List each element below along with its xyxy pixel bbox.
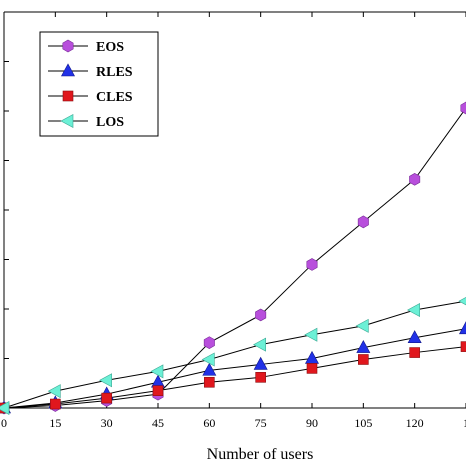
series-line-cles bbox=[3, 346, 466, 409]
x-tick-label: 45 bbox=[152, 416, 164, 430]
data-point-cles bbox=[50, 398, 61, 410]
data-point-los bbox=[355, 318, 369, 333]
x-tick-label: 75 bbox=[255, 416, 267, 430]
data-point-los bbox=[458, 296, 466, 306]
x-tick-label: 90 bbox=[306, 416, 318, 430]
x-tick-label: 30 bbox=[101, 416, 113, 430]
x-tick-label: 1 bbox=[463, 416, 466, 430]
data-point-los bbox=[47, 384, 61, 399]
legend-marker-los bbox=[60, 113, 74, 129]
data-point-rles bbox=[253, 356, 268, 370]
series-markers bbox=[0, 101, 466, 416]
series-line-eos bbox=[3, 107, 466, 409]
data-point-rles bbox=[407, 330, 422, 344]
data-point-cles bbox=[101, 392, 112, 404]
x-tick-label: 105 bbox=[354, 416, 372, 430]
x-tick-label: 60 bbox=[203, 416, 215, 430]
legend-label-rles: RLES bbox=[96, 65, 133, 80]
data-point-eos bbox=[203, 336, 215, 350]
data-point-los bbox=[150, 364, 164, 379]
data-point-cles bbox=[152, 385, 164, 396]
data-point-eos bbox=[409, 172, 421, 186]
x-axis-label: Number of users bbox=[207, 446, 314, 463]
data-point-cles bbox=[255, 372, 266, 383]
data-point-eos bbox=[460, 101, 466, 115]
axes: 0 15 30 45 60 75 90 105 120 1 bbox=[1, 11, 466, 430]
x-tick-label: 120 bbox=[406, 416, 424, 430]
data-point-eos bbox=[357, 215, 369, 229]
series-line-rles bbox=[3, 328, 466, 409]
data-point-eos bbox=[306, 258, 318, 271]
legend-marker-rles bbox=[60, 63, 76, 77]
data-point-los bbox=[201, 352, 215, 367]
data-point-cles bbox=[460, 341, 466, 352]
data-point-cles bbox=[409, 347, 420, 358]
x-tick-label: 15 bbox=[49, 416, 61, 430]
legend-marker-cles bbox=[62, 90, 74, 102]
legend-label-cles: CLES bbox=[96, 90, 133, 105]
legend-label-los: LOS bbox=[96, 115, 124, 130]
data-point-eos bbox=[255, 308, 267, 322]
series-line-los bbox=[3, 300, 466, 409]
legend-box bbox=[39, 31, 159, 137]
data-point-cles bbox=[358, 354, 369, 365]
legend-label-eos: EOS bbox=[96, 40, 124, 55]
legend: EOS RLES CLES LOS bbox=[39, 31, 159, 137]
data-point-los bbox=[0, 400, 10, 416]
series-lines bbox=[3, 107, 466, 409]
x-tick-label: 0 bbox=[1, 416, 7, 430]
data-point-cles bbox=[306, 363, 318, 374]
data-point-rles bbox=[356, 339, 371, 353]
data-point-rles bbox=[458, 321, 466, 335]
data-point-los bbox=[99, 373, 112, 388]
data-point-los bbox=[304, 327, 318, 342]
data-point-rles bbox=[202, 362, 217, 376]
legend-marker-eos bbox=[62, 39, 74, 53]
data-point-los bbox=[253, 337, 266, 352]
data-point-los bbox=[407, 302, 420, 317]
data-point-cles bbox=[204, 376, 215, 388]
